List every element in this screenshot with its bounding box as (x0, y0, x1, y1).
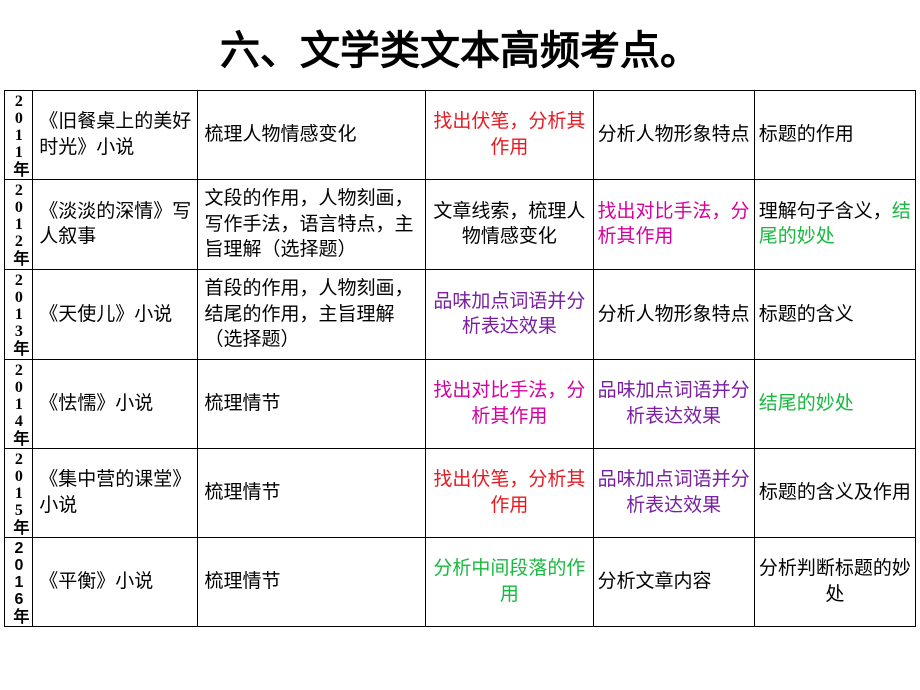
text-segment: 首段的作用，人物刻画，结尾的作用，主旨理解（选择题） (204, 278, 413, 350)
point-cell-1: 首段的作用，人物刻画，结尾的作用，主旨理解（选择题） (198, 269, 426, 359)
text-segment: 分析人物形象特点 (598, 124, 750, 145)
text-segment: 分析文章内容 (598, 571, 712, 592)
point-cell-1: 梳理情节 (198, 448, 426, 537)
year-cell: 2011年 (5, 91, 33, 180)
text-segment: 《集中营的课堂》小说 (39, 469, 191, 516)
point-cell-4: 标题的含义及作用 (754, 448, 915, 537)
text-segment: 文章线索，梳理人物情感变化 (433, 201, 585, 248)
point-cell-3: 分析人物形象特点 (593, 91, 754, 180)
text-segment: 分析中间段落的作用 (433, 558, 585, 605)
table-row: 2011年《旧餐桌上的美好时光》小说梳理人物情感变化 找出伏笔，分析其作用分析人物… (5, 91, 916, 180)
text-segment: 《怯懦》小说 (39, 393, 153, 414)
year-cell: 2012年 (5, 180, 33, 270)
text-segment: 结尾的妙处 (759, 393, 854, 414)
text-segment: 《平衡》小说 (39, 571, 153, 592)
point-cell-2: 找出伏笔，分析其作用 (426, 91, 593, 180)
title-cell: 《淡淡的深情》写人叙事 (33, 180, 198, 270)
year-cell: 2015年 (5, 448, 33, 537)
point-cell-4: 标题的含义 (754, 269, 915, 359)
point-cell-1: 梳理情节 (198, 359, 426, 448)
point-cell-4: 结尾的妙处 (754, 359, 915, 448)
point-cell-4: 分析判断标题的妙处 (754, 537, 915, 626)
page-title: 六、文学类文本高频考点。 (0, 0, 920, 90)
text-segment: 梳理情节 (204, 482, 280, 503)
title-cell: 《旧餐桌上的美好时光》小说 (33, 91, 198, 180)
text-segment: 梳理情节 (204, 571, 280, 592)
year-cell: 2014年 (5, 359, 33, 448)
table-row: 2013年《天使儿》小说 首段的作用，人物刻画，结尾的作用，主旨理解（选择题） 品味… (5, 269, 916, 359)
point-cell-1: 梳理人物情感变化 (198, 91, 426, 180)
text-segment: 梳理情节 (204, 393, 280, 414)
point-cell-3: 找出对比手法，分析其作用 (593, 180, 754, 270)
point-cell-1: 梳理情节 (198, 537, 426, 626)
text-segment: 找出伏笔，分析其作用 (433, 469, 585, 516)
point-cell-3: 品味加点词语并分析表达效果 (593, 448, 754, 537)
point-cell-3: 品味加点词语并分析表达效果 (593, 359, 754, 448)
point-cell-4: 标题的作用 (754, 91, 915, 180)
text-segment: 《旧餐桌上的美好时光》小说 (39, 111, 191, 158)
title-cell: 《平衡》小说 (33, 537, 198, 626)
point-cell-3: 分析文章内容 (593, 537, 754, 626)
text-segment: 分析判断标题的妙处 (759, 558, 911, 605)
text-segment: 标题的含义及作用 (759, 482, 911, 503)
point-cell-2: 品味加点词语并分析表达效果 (426, 269, 593, 359)
point-cell-2: 找出对比手法，分析其作用 (426, 359, 593, 448)
table-row: 2014年《怯懦》小说 梳理情节 找出对比手法，分析其作用品味加点词语并分析表达效果… (5, 359, 916, 448)
text-segment: 找出对比手法，分析其作用 (433, 380, 585, 427)
text-segment: 找出对比手法，分析其作用 (598, 201, 750, 248)
point-cell-2: 文章线索，梳理人物情感变化 (426, 180, 593, 270)
year-cell: 2016年 (5, 537, 33, 626)
text-segment: 找出伏笔，分析其作用 (433, 111, 585, 158)
title-cell: 《怯懦》小说 (33, 359, 198, 448)
title-cell: 《集中营的课堂》小说 (33, 448, 198, 537)
year-cell: 2013年 (5, 269, 33, 359)
text-segment: 标题的作用 (759, 124, 854, 145)
text-segment: 《天使儿》小说 (39, 304, 172, 325)
text-segment: 理解句子含义， (759, 201, 892, 222)
point-cell-4: 理解句子含义，结尾的妙处 (754, 180, 915, 270)
point-cell-1: 文段的作用，人物刻画，写作手法，语言特点，主旨理解（选择题） (198, 180, 426, 270)
text-segment: 品味加点词语并分析表达效果 (433, 291, 585, 338)
table-row: 2015年《集中营的课堂》小说梳理情节 找出伏笔，分析其作用品味加点词语并分析表达… (5, 448, 916, 537)
text-segment: 分析人物形象特点 (598, 304, 750, 325)
point-cell-2: 找出伏笔，分析其作用 (426, 448, 593, 537)
exam-points-table: 2011年《旧餐桌上的美好时光》小说梳理人物情感变化找出伏笔，分析其作用分析人物… (4, 90, 916, 627)
point-cell-2: 分析中间段落的作用 (426, 537, 593, 626)
text-segment: 《淡淡的深情》写人叙事 (39, 201, 191, 248)
point-cell-3: 分析人物形象特点 (593, 269, 754, 359)
text-segment: 梳理人物情感变化 (204, 124, 356, 145)
text-segment: 品味加点词语并分析表达效果 (598, 469, 750, 516)
table-row: 2016年《平衡》小说 梳理情节 分析中间段落的作用分析文章内容 分析判断标题的妙处 (5, 537, 916, 626)
text-segment: 标题的含义 (759, 304, 854, 325)
title-cell: 《天使儿》小说 (33, 269, 198, 359)
text-segment: 文段的作用，人物刻画，写作手法，语言特点，主旨理解（选择题） (204, 188, 413, 260)
text-segment: 品味加点词语并分析表达效果 (598, 380, 750, 427)
table-row: 2012年《淡淡的深情》写人叙事文段的作用，人物刻画，写作手法，语言特点，主旨理… (5, 180, 916, 270)
